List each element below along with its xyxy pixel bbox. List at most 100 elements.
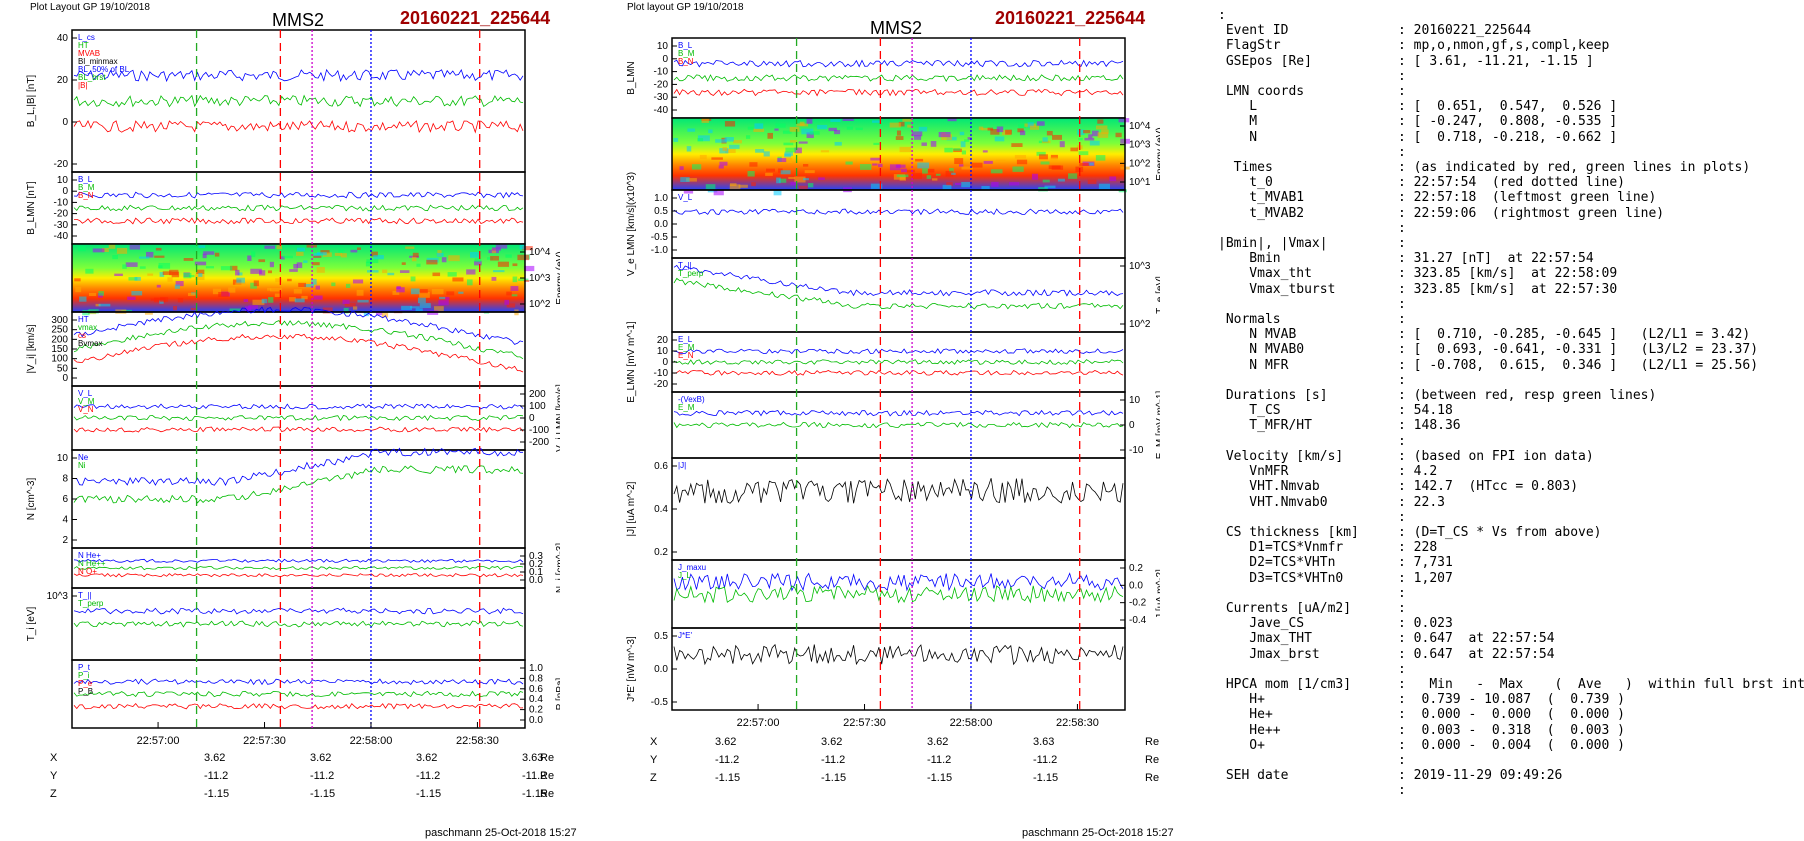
panel-spec_i: 10^4 10^3 10^2 Energy (eV): [71, 243, 560, 318]
legend-entry: -(VexB): [678, 395, 705, 404]
spectrogram-pixel: [783, 142, 794, 146]
ytick-label: 250: [51, 325, 68, 336]
spectrogram-pixel: [1078, 151, 1089, 156]
trace-E_N: [673, 369, 1124, 376]
spectrogram-pixel: [918, 126, 928, 132]
ytick-label: 0.0: [529, 715, 543, 726]
spectrogram-pixel: [898, 121, 905, 127]
trace-B_L: [73, 191, 524, 199]
spectrogram-pixel: [183, 258, 194, 261]
spectrogram-pixel: [396, 286, 401, 290]
spectrogram-pixel: [1088, 162, 1094, 166]
coord-value: 3.62: [927, 736, 949, 748]
spectrogram-pixel: [267, 270, 273, 274]
spectrogram-pixel: [990, 128, 1000, 135]
panel-te: T_||T_perp 10^3 10^2 T_e [eV]: [671, 257, 1160, 333]
spectrogram-pixel: [722, 147, 728, 151]
spectrogram-pixel: [895, 164, 906, 168]
spectrogram-pixel: [1078, 138, 1083, 141]
spectrogram-pixel: [275, 278, 282, 283]
spectrogram-pixel: [951, 172, 956, 175]
spectrogram-pixel: [228, 287, 236, 293]
spectrogram-pixel: [493, 270, 505, 273]
spectrogram-pixel: [872, 120, 882, 123]
spectrogram-pixel: [506, 303, 516, 308]
spectrogram-pixel: [373, 255, 384, 260]
ytick-label: -0.5: [651, 232, 669, 243]
ytick-label: 200: [529, 389, 546, 400]
spectrogram-pixel: [755, 149, 765, 153]
spectrogram-pixel: [777, 158, 787, 163]
ytick-label: 100: [529, 401, 546, 412]
coord-value: -11.2: [1033, 754, 1058, 766]
legend-entry: T_perp: [678, 269, 704, 278]
ylabel-right: V_i LMN [km/s]: [555, 384, 560, 452]
spectrogram-pixel: [280, 256, 285, 260]
mid-stackplot: B_LB_MB_N100-10-20-30-40B_LMN10^410^310^…: [626, 37, 1160, 729]
coord-value: -11.2: [310, 770, 335, 782]
spectrogram-pixel: [447, 272, 457, 277]
coord-value: -1.15: [715, 772, 741, 784]
spectrogram-pixel: [942, 184, 952, 190]
spectrogram-pixel: [497, 261, 509, 267]
xtick-label: 22:58:00: [350, 735, 393, 747]
left-footer: paschmann 25-Oct-2018 15:27: [425, 827, 577, 839]
ytick-label: -10: [654, 368, 669, 379]
spectrogram-pixel: [293, 289, 302, 294]
spectrogram-pixel: [754, 123, 764, 130]
ytick-label: 0: [662, 54, 668, 65]
spectrogram-pixel: [258, 259, 266, 263]
spectrogram-pixel: [846, 126, 854, 130]
legend-entry: T_||: [678, 261, 692, 270]
spectrogram-pixel: [872, 163, 878, 166]
spectrogram-pixel: [1087, 179, 1097, 184]
ytick-label: 10^3: [47, 591, 69, 602]
spectrogram-pixel: [74, 278, 81, 282]
spectrogram-pixel: [229, 265, 238, 271]
spectrogram-pixel: [789, 126, 800, 132]
spectrogram-pixel: [1005, 129, 1012, 135]
trace-Ne: [73, 447, 523, 486]
summary-line: N MVAB0 : [ 0.693, -0.641, -0.331 ] (L3/…: [1218, 342, 1759, 358]
legend-entry: P_t: [78, 663, 91, 672]
spectrogram-pixel: [220, 266, 233, 271]
summary-line: Vmax_tht : 323.85 [km/s] at 22:58:09: [1218, 266, 1618, 282]
trace-B_N: [74, 217, 524, 225]
summary-line: :: [1218, 8, 1226, 23]
spectrogram-pixel: [338, 248, 345, 252]
spectrogram-pixel: [375, 311, 383, 316]
ylabel: V_e LMN [km/s](x10^3): [626, 172, 637, 276]
spectrogram-pixel: [749, 162, 758, 167]
spectrogram-pixel: [274, 293, 282, 297]
spectrogram-pixel: [949, 168, 954, 173]
coord-value: -1.15: [310, 788, 336, 800]
xtick-label: 22:58:00: [950, 717, 993, 729]
ytick-label: 0: [62, 373, 68, 384]
spectrogram-pixel: [978, 126, 984, 131]
summary-line: :: [1218, 585, 1406, 601]
spectrogram-pixel: [155, 247, 162, 251]
spectrogram-pixel: [505, 254, 512, 258]
summary-line: D1=TCS*Vnmfr : 228: [1218, 540, 1438, 556]
spectrogram-pixel: [926, 175, 932, 179]
ylabel: J*E' [nW m^-3]: [626, 636, 637, 702]
spectrogram-pixel: [311, 262, 320, 266]
spectrogram-pixel: [196, 269, 205, 275]
ylabel: T_i [eV]: [26, 607, 37, 642]
spectrogram-pixel: [958, 164, 964, 167]
ytick-label: 2: [62, 535, 68, 546]
spectrogram-pixel: [431, 288, 444, 295]
spectrogram-pixel: [784, 153, 792, 158]
spectrogram-pixel: [713, 189, 724, 196]
summary-line: :: [1218, 144, 1406, 160]
spectrogram-pixel: [146, 251, 154, 258]
spectrogram-pixel: [396, 287, 405, 293]
spectrogram-pixel: [763, 151, 770, 157]
legend-entry: HT: [78, 41, 89, 50]
ylabel-right: Energy (eV): [1155, 127, 1160, 180]
ytick-label: 0: [529, 413, 535, 424]
coord-value: -11.2: [522, 770, 547, 782]
spectrogram-pixel: [834, 141, 842, 146]
trace-T_perp: [73, 620, 524, 628]
spectrogram-pixel: [751, 182, 756, 187]
